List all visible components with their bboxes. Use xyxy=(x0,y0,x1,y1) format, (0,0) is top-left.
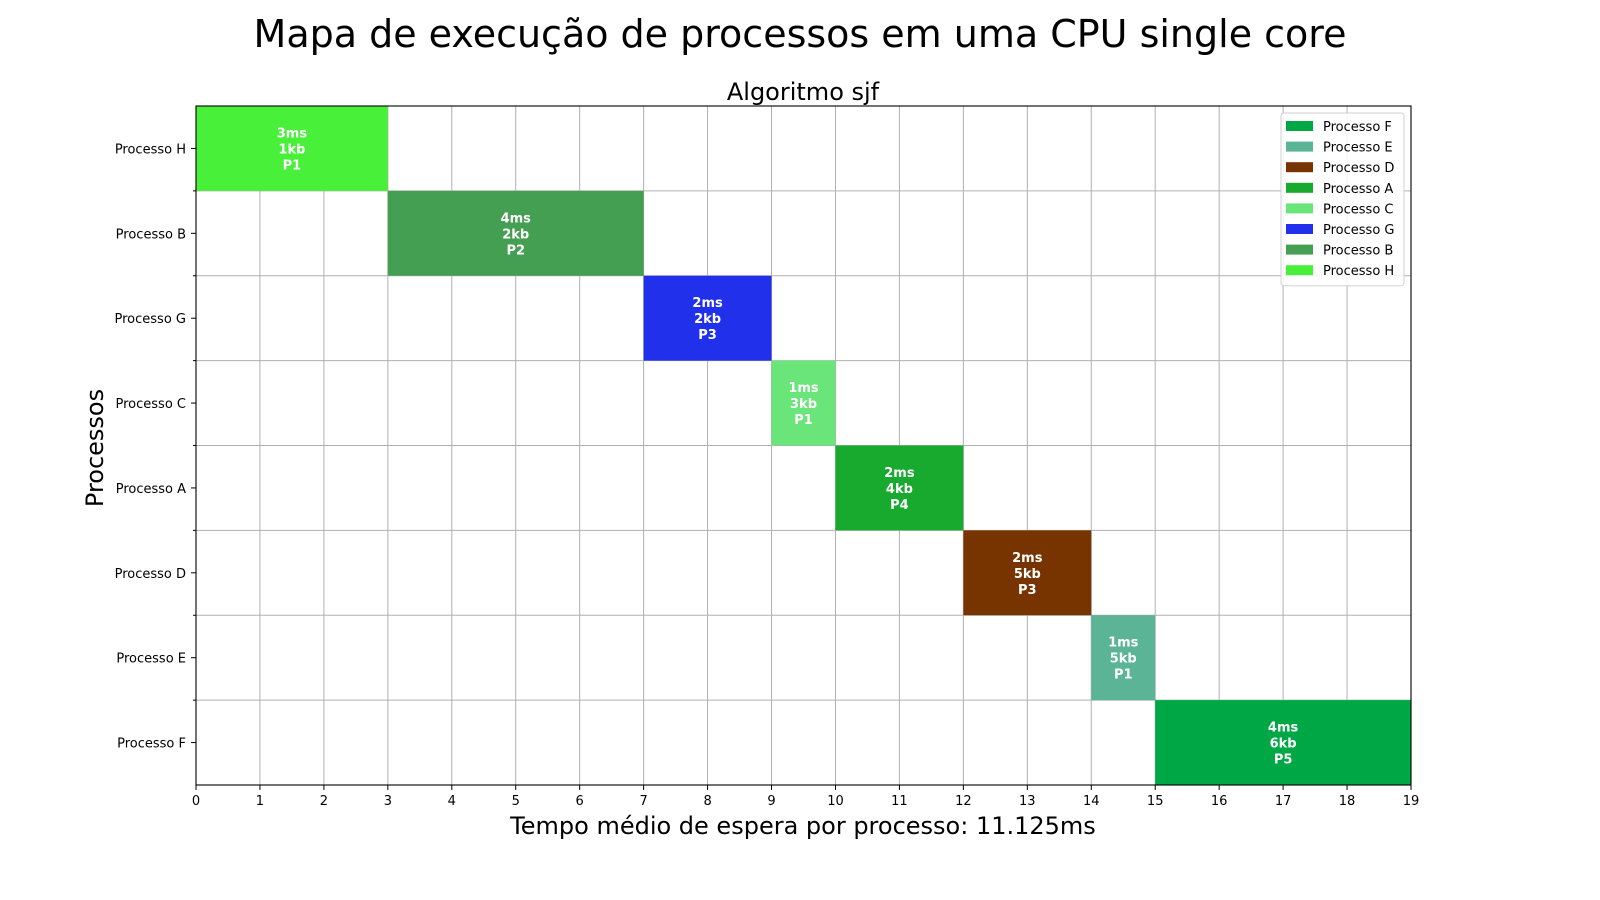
x-tick-label: 17 xyxy=(1275,794,1292,809)
legend-label: Processo G xyxy=(1323,223,1394,238)
bars-layer xyxy=(196,106,1411,785)
bar-label: P2 xyxy=(506,243,525,258)
y-tick-label: Processo B xyxy=(116,227,186,242)
legend-swatch xyxy=(1286,224,1313,234)
x-tick-label: 13 xyxy=(1019,794,1036,809)
y-tick-label: Processo D xyxy=(115,567,186,582)
bar-label: 1ms xyxy=(788,381,819,396)
bar xyxy=(387,190,644,276)
x-tick-label: 5 xyxy=(512,794,520,809)
bar-label: 2ms xyxy=(1012,551,1043,566)
bar-label: 5kb xyxy=(1110,652,1137,667)
bar-label: P1 xyxy=(1114,668,1133,683)
x-tick-label: 14 xyxy=(1083,794,1100,809)
x-tick-label: 3 xyxy=(384,794,392,809)
bar-label: P1 xyxy=(283,158,302,173)
y-axis-ticks: Processo H Processo B Processo G Processo C… xyxy=(115,142,196,752)
x-tick-label: 10 xyxy=(827,794,844,809)
bar-label: 3ms xyxy=(277,126,308,141)
x-tick-label: 11 xyxy=(891,794,908,809)
legend-label: Processo F xyxy=(1323,120,1392,135)
bar-labels-layer: 3ms1kbP14ms2kbP22ms2kbP31ms3kbP12ms4kbP4… xyxy=(277,126,1299,767)
bar-label: 4ms xyxy=(501,211,532,226)
x-tick-label: 6 xyxy=(576,794,584,809)
legend-label: Processo B xyxy=(1323,244,1393,259)
x-axis-label: Tempo médio de espera por processo: 11.1… xyxy=(509,812,1096,840)
bar-label: 2kb xyxy=(502,227,529,242)
bar xyxy=(1091,615,1156,701)
bar-label: 2ms xyxy=(884,466,915,481)
legend-label: Processo C xyxy=(1323,202,1393,217)
x-tick-label: 8 xyxy=(703,794,711,809)
bar xyxy=(835,445,964,531)
y-tick-label: Processo E xyxy=(116,652,186,667)
x-tick-label: 1 xyxy=(256,794,264,809)
chart-subtitle: Algoritmo sjf xyxy=(727,78,880,106)
legend-swatch xyxy=(1286,265,1313,276)
legend-swatch xyxy=(1286,182,1313,193)
legend-label: Processo E xyxy=(1323,141,1393,156)
x-tick-label: 15 xyxy=(1147,794,1164,809)
bar-label: 5kb xyxy=(1014,567,1041,582)
x-tick-label: 0 xyxy=(192,794,200,809)
bar-label: 4kb xyxy=(886,482,913,497)
legend-label: Processo H xyxy=(1323,264,1394,279)
legend-swatch xyxy=(1286,203,1313,214)
legend-label: Processo A xyxy=(1323,182,1393,197)
bar xyxy=(1155,700,1411,785)
x-axis-ticks: 0 1 2 3 4 5 6 7 8 9 10 11 12 13 14 15 16 17 18 19 xyxy=(192,785,1419,809)
x-tick-label: 18 xyxy=(1339,794,1356,809)
bar-label: 4ms xyxy=(1268,721,1299,736)
legend-swatch xyxy=(1286,244,1313,255)
bar-label: P4 xyxy=(890,498,909,513)
x-tick-label: 12 xyxy=(955,794,972,809)
bar-label: P3 xyxy=(698,328,717,343)
bar xyxy=(643,275,772,361)
x-tick-label: 19 xyxy=(1403,794,1420,809)
x-tick-label: 7 xyxy=(639,794,647,809)
legend: Processo F Processo E Processo D Processo A… xyxy=(1280,112,1405,287)
bar xyxy=(963,530,1092,616)
x-tick-label: 9 xyxy=(767,794,775,809)
x-tick-label: 16 xyxy=(1211,794,1228,809)
figure-title: Mapa de execução de processos em uma CPU… xyxy=(253,12,1347,56)
y-tick-label: Processo H xyxy=(115,142,186,157)
y-tick-label: Processo A xyxy=(116,482,186,497)
bar xyxy=(196,106,388,191)
y-axis-label: Processos xyxy=(81,389,109,507)
bar-label: 1ms xyxy=(1108,636,1139,651)
x-tick-label: 4 xyxy=(448,794,456,809)
bar-label: 6kb xyxy=(1270,737,1297,752)
y-tick-label: Processo C xyxy=(116,397,186,412)
bar-label: P5 xyxy=(1274,753,1293,768)
legend-swatch xyxy=(1286,162,1313,173)
x-tick-label: 2 xyxy=(320,794,328,809)
bar-label: P3 xyxy=(1018,583,1037,598)
bar-label: 1kb xyxy=(278,142,305,157)
bar xyxy=(771,360,836,446)
legend-label: Processo D xyxy=(1323,161,1394,176)
y-tick-label: Processo G xyxy=(115,312,186,327)
legend-swatch xyxy=(1286,141,1313,152)
bar-label: P1 xyxy=(794,413,813,428)
bar-label: 3kb xyxy=(790,397,817,412)
bar-label: 2kb xyxy=(694,312,721,327)
legend-box xyxy=(1280,112,1405,287)
y-tick-label: Processo F xyxy=(117,737,186,752)
bar-label: 2ms xyxy=(692,296,723,311)
legend-swatch xyxy=(1286,121,1313,131)
